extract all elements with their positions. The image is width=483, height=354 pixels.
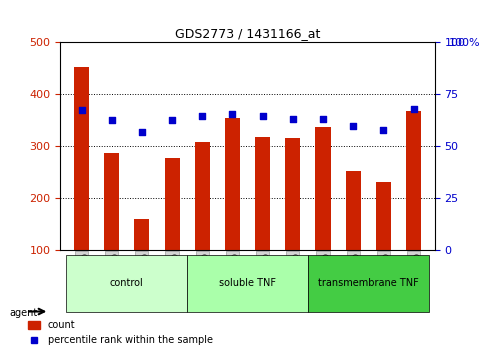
FancyBboxPatch shape [67, 255, 187, 312]
Point [138, 129, 146, 135]
FancyBboxPatch shape [308, 255, 429, 312]
Point [228, 111, 236, 117]
Bar [315, 127, 330, 250]
Text: soluble TNF: soluble TNF [219, 278, 276, 287]
Point [410, 106, 417, 112]
Bar [225, 118, 240, 250]
Bar [134, 219, 149, 250]
Bar [255, 137, 270, 250]
Bar [406, 111, 421, 250]
FancyBboxPatch shape [187, 255, 308, 312]
Title: GDS2773 / 1431166_at: GDS2773 / 1431166_at [175, 27, 320, 40]
Point [108, 118, 115, 123]
Text: transmembrane TNF: transmembrane TNF [318, 278, 419, 287]
Bar [285, 138, 300, 250]
Point [319, 116, 327, 122]
Legend: count, percentile rank within the sample: count, percentile rank within the sample [24, 316, 216, 349]
Bar [195, 142, 210, 250]
Point [259, 113, 267, 119]
Text: control: control [110, 278, 143, 287]
Bar [74, 67, 89, 250]
Point [289, 116, 297, 122]
Point [349, 123, 357, 129]
Bar [104, 153, 119, 250]
Bar [376, 182, 391, 250]
Bar [346, 171, 361, 250]
Y-axis label: 100%: 100% [449, 38, 481, 48]
Point [199, 113, 206, 119]
Point [380, 127, 387, 132]
Point [78, 107, 85, 113]
Bar [165, 158, 180, 250]
Text: agent: agent [10, 308, 38, 318]
Point [168, 118, 176, 123]
